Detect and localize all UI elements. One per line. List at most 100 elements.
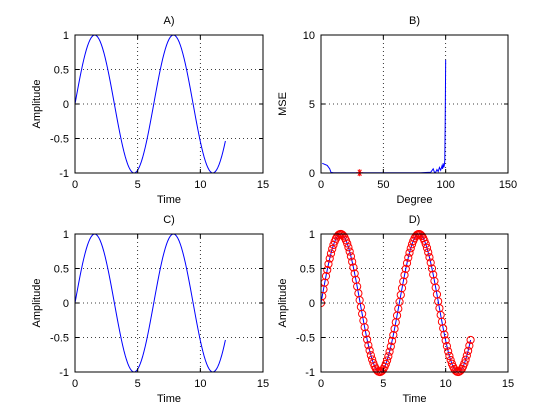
y-axis-label: MSE: [277, 92, 289, 116]
x-axis-label: Degree: [396, 194, 432, 206]
data-point: [417, 231, 427, 241]
data-point: [445, 351, 454, 361]
data-point: [387, 336, 397, 346]
y-tick-label: 1: [309, 229, 315, 241]
x-tick-label: 100: [436, 179, 454, 191]
y-tick-label: 5: [309, 99, 315, 111]
x-tick-label: 5: [135, 378, 141, 390]
subplot-title: C): [163, 214, 175, 226]
x-tick-label: 15: [502, 378, 514, 390]
series-line: [322, 59, 447, 174]
data-point: [360, 323, 369, 332]
data-point: [363, 335, 372, 344]
y-tick-label: 0: [309, 168, 315, 180]
data-point: [439, 324, 448, 333]
y-tick-label: 0: [309, 298, 315, 310]
series-line: [75, 34, 226, 174]
data-point: [366, 351, 375, 360]
subplot-c: 0 5 10 15 -1 -0.5 0 0.5 1 C) Time Amplitude: [31, 214, 269, 405]
data-point: [361, 329, 370, 338]
x-tick-label: 0: [72, 179, 78, 191]
data-point: [424, 248, 433, 257]
data-point: [390, 324, 399, 333]
data-point: [465, 341, 474, 350]
subplot-title: A): [164, 15, 175, 27]
data-point: [462, 351, 471, 360]
data-point: [323, 265, 332, 275]
data-point: [328, 244, 337, 254]
data-point: [456, 366, 465, 375]
x-axis-label: Time: [157, 194, 181, 206]
series-line: [75, 233, 226, 373]
data-point: [386, 342, 395, 351]
x-tick-label: 0: [318, 378, 324, 390]
data-point: [346, 252, 356, 261]
data-point: [437, 317, 447, 326]
y-tick-label: 10: [303, 30, 315, 42]
x-axis-label: Time: [157, 393, 181, 405]
y-tick-label: -1: [59, 168, 69, 180]
x-tick-label: 0: [72, 378, 78, 390]
plot-data-area: [321, 229, 475, 377]
data-point: [350, 269, 359, 278]
x-tick-label: 5: [135, 179, 141, 191]
subplot-d: 0 5 10 15 -1 -0.5 0 0.5 1 D) Time Amplitude: [277, 214, 514, 405]
y-tick-label: 0: [63, 298, 69, 310]
data-point: [384, 352, 393, 361]
y-tick-label: -1: [59, 367, 69, 379]
x-axis-label: Time: [402, 393, 426, 405]
x-tick-label: 5: [380, 378, 386, 390]
data-point: [348, 257, 357, 266]
x-tick-label: 10: [440, 378, 452, 390]
data-point: [464, 346, 473, 355]
x-tick-label: 0: [318, 179, 324, 191]
data-point: [343, 239, 352, 248]
data-point: [324, 259, 333, 269]
plot-data-area: [75, 34, 226, 174]
data-point: [441, 336, 450, 345]
x-tick-label: 10: [194, 378, 206, 390]
plot-data-area: [322, 59, 447, 177]
subplot-a: 0 5 10 15 -1 -0.5 0 0.5 1 A) Time Amplitude: [31, 15, 269, 206]
data-point: [364, 341, 373, 350]
y-tick-label: 0.5: [54, 264, 69, 276]
y-tick-label: -1: [305, 367, 315, 379]
data-point: [365, 346, 374, 355]
x-tick-label: 150: [499, 179, 517, 191]
y-tick-label: 0: [63, 99, 69, 111]
y-tick-label: -0.5: [296, 333, 315, 345]
data-point: [400, 270, 409, 280]
data-point: [321, 272, 331, 281]
data-point: [382, 356, 392, 365]
subplot-b: 0 50 100 150 0 5 10 B) Degree MSE: [277, 15, 517, 206]
y-tick-label: 1: [63, 229, 69, 241]
data-point: [406, 244, 415, 253]
data-point: [440, 330, 449, 339]
data-point: [405, 248, 414, 257]
data-point: [345, 247, 354, 256]
data-point: [426, 258, 435, 267]
data-point: [461, 355, 470, 364]
data-point: [399, 277, 408, 286]
data-point: [389, 330, 398, 340]
y-tick-label: 0.5: [54, 65, 69, 77]
data-point: [401, 264, 410, 274]
data-point: [404, 253, 413, 262]
y-tick-label: -0.5: [50, 134, 69, 146]
data-point: [373, 366, 382, 375]
data-point: [466, 335, 475, 345]
data-point: [326, 249, 336, 258]
data-point: [344, 243, 353, 252]
y-axis-label: Amplitude: [31, 80, 43, 129]
x-tick-label: 50: [377, 179, 389, 191]
data-point: [427, 264, 437, 273]
data-point: [379, 365, 388, 374]
data-point: [425, 253, 434, 262]
data-point: [429, 270, 438, 279]
y-axis-label: Amplitude: [277, 279, 289, 328]
data-point: [325, 254, 334, 263]
x-tick-label: 15: [257, 378, 269, 390]
data-point: [421, 239, 430, 249]
y-tick-label: -0.5: [50, 333, 69, 345]
